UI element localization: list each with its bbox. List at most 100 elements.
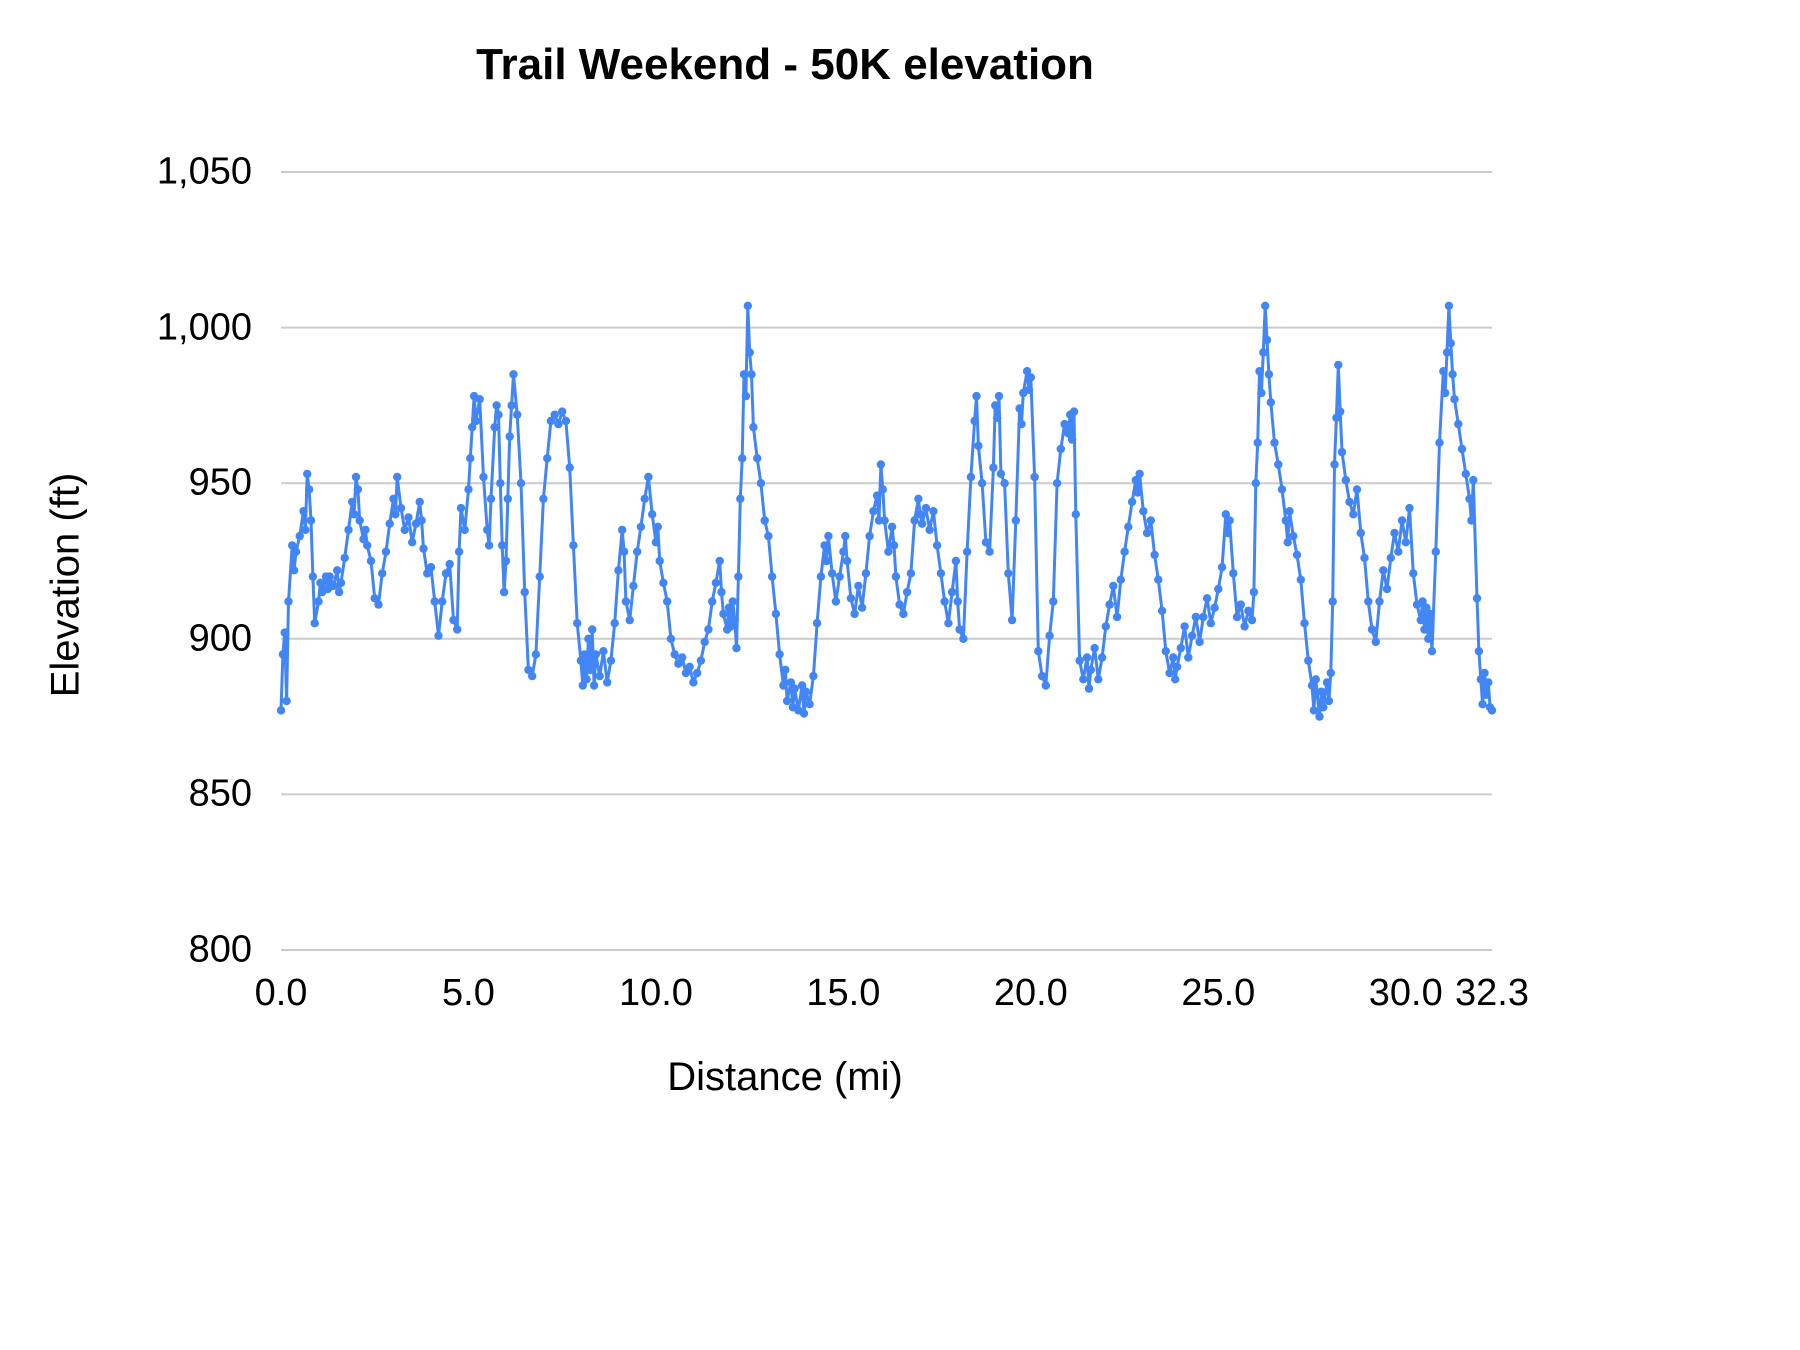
data-point <box>1360 553 1369 563</box>
data-point <box>1004 569 1013 578</box>
data-point <box>456 503 466 513</box>
data-point <box>576 656 586 665</box>
data-point <box>1416 615 1426 625</box>
data-point <box>1184 653 1193 662</box>
data-point <box>1094 675 1103 684</box>
data-point <box>1223 528 1232 538</box>
data-point <box>325 572 334 581</box>
data-point <box>799 709 809 718</box>
data-point <box>1191 612 1200 622</box>
data-point <box>959 634 968 643</box>
data-point <box>334 587 344 597</box>
data-point <box>329 581 338 591</box>
data-point <box>955 625 964 634</box>
data-point <box>417 516 426 525</box>
data-point <box>921 503 931 513</box>
data-point <box>1133 488 1142 497</box>
data-point <box>619 547 629 556</box>
data-point <box>625 615 634 625</box>
data-point <box>1315 712 1324 721</box>
data-point <box>610 619 619 628</box>
data-point <box>1195 637 1204 647</box>
data-point <box>404 513 413 522</box>
data-point <box>573 619 582 628</box>
data-point <box>565 463 574 472</box>
data-point <box>348 497 357 507</box>
data-point <box>310 619 319 628</box>
data-point <box>460 525 469 535</box>
data-point <box>389 494 398 503</box>
data-point <box>1300 619 1309 628</box>
data-point <box>1431 547 1441 556</box>
data-point <box>278 650 288 659</box>
data-point <box>1210 603 1219 612</box>
data-point <box>381 547 391 556</box>
data-point <box>1409 569 1418 578</box>
data-point <box>1465 494 1474 503</box>
data-point <box>1120 547 1129 556</box>
y-tick-label: 850 <box>188 772 252 815</box>
data-point <box>1405 503 1414 513</box>
data-point <box>1171 675 1180 684</box>
data-point <box>1420 625 1429 634</box>
data-point <box>589 681 599 690</box>
data-point <box>1474 647 1484 656</box>
plot-area[interactable] <box>276 171 1497 951</box>
data-point <box>1135 469 1144 479</box>
data-point <box>295 531 304 541</box>
data-point <box>1337 447 1347 457</box>
data-point <box>1187 631 1197 640</box>
data-point <box>906 569 916 578</box>
y-tick-label: 900 <box>188 617 252 660</box>
data-point <box>1262 335 1272 345</box>
data-point <box>498 541 507 550</box>
data-point <box>535 572 544 581</box>
data-point <box>1127 497 1137 507</box>
data-point <box>700 637 709 647</box>
data-point <box>730 615 739 625</box>
data-point <box>503 494 512 503</box>
data-point <box>415 497 424 507</box>
data-point <box>1090 643 1099 653</box>
data-point <box>977 479 987 488</box>
data-point <box>1142 528 1152 538</box>
data-point <box>1206 619 1215 628</box>
data-point <box>614 566 623 575</box>
data-point <box>732 643 741 653</box>
data-point <box>1330 460 1339 469</box>
data-point <box>970 416 979 426</box>
data-point <box>505 432 514 441</box>
data-point <box>1469 475 1478 485</box>
data-point <box>1101 622 1110 631</box>
data-point <box>953 597 962 606</box>
data-point <box>1045 631 1054 640</box>
data-point <box>992 413 1002 422</box>
data-point <box>775 650 784 659</box>
data-point <box>962 547 972 556</box>
data-point <box>790 684 799 693</box>
data-point <box>910 516 919 525</box>
data-point <box>453 625 462 634</box>
data-point <box>378 569 387 578</box>
data-point <box>492 401 501 410</box>
data-point <box>1071 510 1080 519</box>
data-point <box>1375 597 1384 606</box>
data-point <box>582 675 591 684</box>
data-point <box>479 472 488 482</box>
data-point <box>1056 444 1065 454</box>
data-point <box>1281 516 1290 525</box>
data-point <box>1397 516 1407 525</box>
data-point <box>361 525 370 535</box>
data-point <box>385 519 394 528</box>
data-point <box>996 469 1006 479</box>
data-point <box>588 625 597 634</box>
data-point <box>1049 597 1058 606</box>
data-point <box>1324 696 1334 706</box>
data-point <box>1371 637 1381 647</box>
data-point <box>857 603 867 612</box>
data-point <box>659 578 668 587</box>
data-point <box>471 416 481 426</box>
data-point <box>1440 388 1450 398</box>
data-point <box>1015 404 1024 413</box>
data-point <box>483 525 492 535</box>
